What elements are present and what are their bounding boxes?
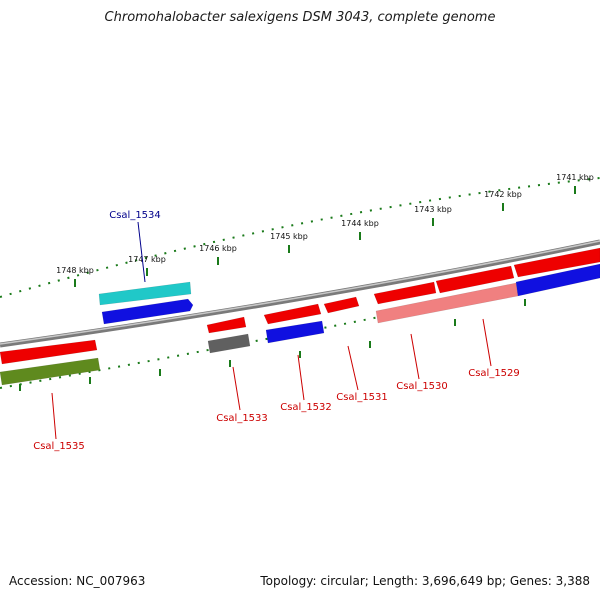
scale-tick-label: 1742 kbp bbox=[484, 190, 522, 199]
gene-arrow bbox=[98, 281, 192, 306]
gene-arrow bbox=[207, 333, 251, 354]
label-leader-line bbox=[137, 221, 146, 283]
genome-backbone bbox=[0, 239, 600, 348]
gene-arrow bbox=[206, 316, 247, 334]
scale-tick-label: 1745 kbp bbox=[270, 232, 308, 241]
label-leader-line bbox=[232, 366, 241, 411]
map-title: Chromohalobacter salexigens DSM 3043, co… bbox=[104, 10, 496, 25]
scale-tick-label: 1743 kbp bbox=[414, 205, 452, 214]
gene-label: Csal_1531 bbox=[336, 392, 388, 403]
scale-tick-label: 1747 kbp bbox=[128, 255, 166, 264]
gene-label: Csal_1532 bbox=[280, 402, 332, 413]
scale-tick-label: 1744 kbp bbox=[341, 219, 379, 228]
gene-arrow bbox=[323, 296, 360, 314]
topology-text: Topology: circular; Length: 3,696,649 bp… bbox=[260, 574, 590, 588]
label-leader-line bbox=[482, 318, 492, 367]
gene-arrow bbox=[373, 281, 437, 305]
genome-backbone-highlight bbox=[0, 240, 600, 345]
gene-label: Csal_1535 bbox=[33, 441, 85, 452]
gene-label: Csal_1534 bbox=[109, 210, 161, 221]
gene-arrow bbox=[0, 339, 98, 365]
gene-label: Csal_1533 bbox=[216, 413, 268, 424]
scale-tick-label: 1746 kbp bbox=[199, 244, 237, 253]
label-leader-line bbox=[297, 354, 305, 401]
accession-text: Accession: NC_007963 bbox=[9, 574, 146, 588]
gene-arrow bbox=[435, 265, 515, 294]
scale-tick-label: 1748 kbp bbox=[56, 266, 94, 275]
gene-arrow bbox=[101, 298, 194, 325]
scale-tick-label: 1741 kbp bbox=[556, 173, 594, 182]
gene-arrow bbox=[515, 263, 600, 297]
gene-label: Csal_1530 bbox=[396, 381, 448, 392]
label-leader-line bbox=[410, 333, 420, 380]
gene-arrow bbox=[0, 357, 101, 386]
gene-arrow bbox=[263, 303, 322, 325]
label-leader-line bbox=[51, 392, 57, 440]
gene-arrow bbox=[513, 247, 600, 278]
label-leader-line bbox=[347, 345, 359, 391]
gene-arrow bbox=[265, 320, 325, 344]
gene-label: Csal_1529 bbox=[468, 368, 520, 379]
